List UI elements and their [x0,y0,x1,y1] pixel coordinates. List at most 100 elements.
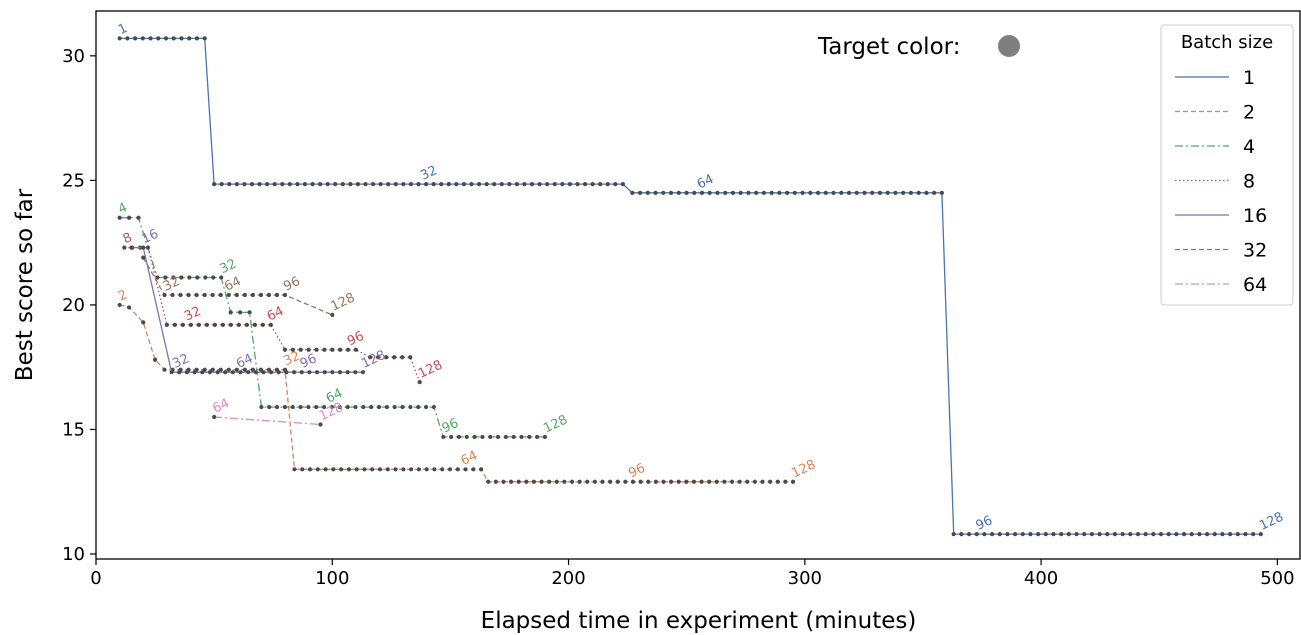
data-point [212,414,217,420]
series-line-2 [119,304,793,483]
data-point [333,182,338,187]
data-point [260,322,265,327]
data-point [431,404,436,410]
data-point [280,182,285,187]
data-point [846,190,852,195]
data-point [754,190,759,195]
data-point [318,182,323,187]
data-point [1189,531,1194,537]
data-point [598,182,603,187]
data-point [186,292,191,298]
data-point [202,36,207,41]
data-point [1020,531,1025,537]
data-point [250,292,255,298]
data-point [542,434,548,440]
data-point [348,182,353,187]
data-point [1128,531,1133,537]
data-point [345,347,351,352]
point-label: 64 [222,274,243,295]
data-point [531,479,537,484]
data-point [951,531,956,537]
data-point [539,479,544,484]
data-point [1166,531,1171,537]
data-point [322,404,327,410]
data-point [171,36,176,41]
data-point [1181,531,1187,537]
data-point [959,531,964,537]
data-point [1005,531,1010,537]
data-point [560,182,565,187]
data-point [769,190,774,195]
data-point [800,190,805,195]
data-point [384,355,389,360]
data-point [188,322,193,327]
data-point [306,347,311,352]
data-point [1135,531,1141,537]
data-point [464,434,469,440]
data-point [172,322,177,327]
legend-items: 1 2 4 8 16 32 64 [1175,67,1267,296]
data-point [268,322,273,327]
data-point [353,347,359,352]
data-point [234,182,239,187]
data-point [307,370,312,375]
series-line-8 [124,246,421,383]
data-point [392,404,397,410]
data-point [637,190,643,195]
data-point [1059,531,1064,537]
data-point [661,190,666,195]
data-point [1112,531,1118,537]
data-point [1251,531,1256,537]
data-point [646,479,651,484]
data-point [242,182,247,187]
data-point [729,479,735,484]
data-point [503,434,508,440]
data-point [653,479,658,484]
data-point [219,182,224,187]
data-point [432,467,437,472]
legend-label-1: 1 [1243,67,1255,89]
data-point [469,182,474,187]
data-point [668,190,674,195]
point-label: 96 [626,461,647,482]
data-point [125,36,130,41]
data-point [966,531,972,537]
data-point [218,292,223,298]
data-point [1082,531,1087,537]
point-label: 32 [418,163,439,184]
data-point [400,404,405,410]
data-point [1105,531,1110,537]
data-point [745,479,750,484]
data-point [302,182,308,187]
data-point [447,467,453,472]
data-point [511,434,516,440]
data-point [242,367,247,372]
data-point [141,245,146,250]
data-point [623,479,628,484]
data-point [169,370,174,375]
data-point [409,467,414,472]
data-point [638,479,643,484]
data-point [331,467,336,472]
data-point [393,182,398,187]
data-point [1013,531,1018,537]
data-point [885,190,890,195]
data-point [831,190,836,195]
data-point [908,190,914,195]
data-point [714,479,719,484]
point-label: 32 [161,274,182,295]
data-point [668,479,674,484]
data-point [218,367,223,372]
data-point [345,404,350,410]
data-point [507,182,512,187]
data-point [290,347,295,352]
data-point [310,182,315,187]
data-point [238,310,243,315]
data-point [924,190,929,195]
data-point [547,479,552,484]
point-label: 64 [695,172,716,193]
legend-label-32: 32 [1243,240,1267,262]
